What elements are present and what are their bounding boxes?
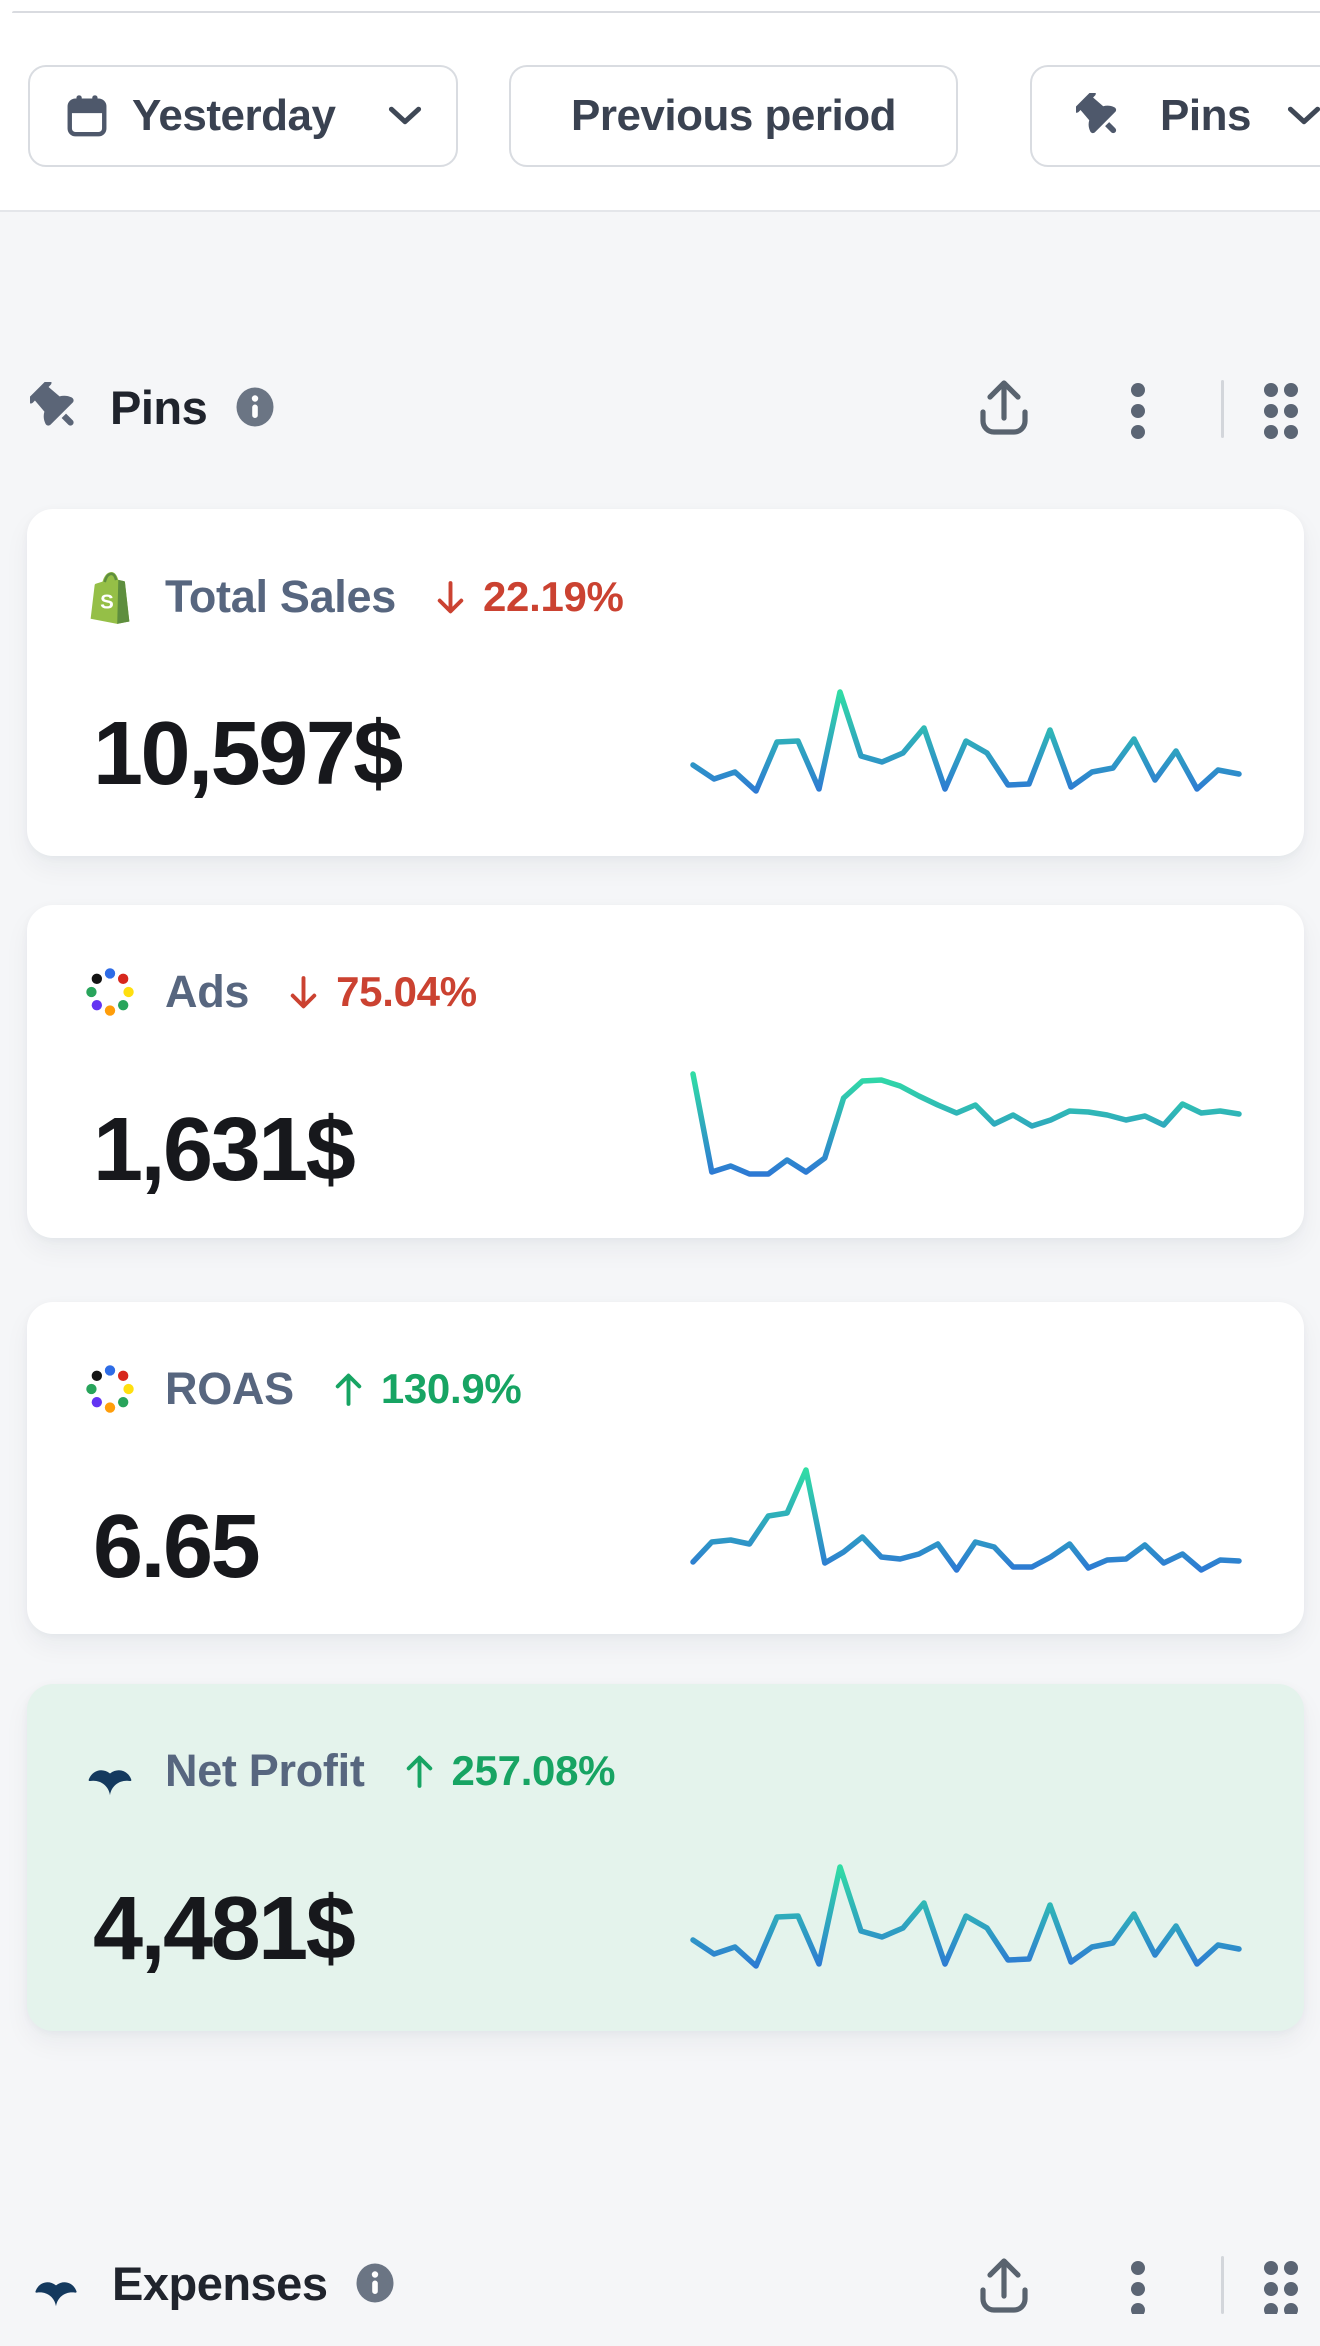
export-icon[interactable] <box>976 2254 1032 2314</box>
metric-label: ROAS <box>165 1363 294 1414</box>
metric-label: Total Sales <box>165 571 396 622</box>
sparkline-chart <box>690 1071 1242 1177</box>
arrow-up-icon <box>332 1371 365 1408</box>
toolbar-divider <box>1221 2256 1224 2314</box>
expenses-export-button[interactable] <box>976 2254 1032 2314</box>
chevron-down-icon <box>1287 105 1320 127</box>
whale-tail-icon <box>35 2282 77 2307</box>
filter-toolbar: Yesterday Previous period Pins <box>0 0 1320 212</box>
top-hairline <box>12 11 1320 13</box>
pins-section-title: Pins <box>110 380 208 434</box>
pins-info-button[interactable] <box>235 387 275 427</box>
metric-delta: 22.19% <box>434 573 624 621</box>
expenses-menu-button[interactable] <box>1130 2260 1146 2314</box>
expenses-info-button[interactable] <box>355 2263 395 2303</box>
metric-card[interactable]: S Total Sales 22.19% 10,597$ <box>27 509 1304 856</box>
info-icon[interactable] <box>355 2263 395 2303</box>
arrow-up-icon <box>403 1753 436 1790</box>
metric-value: 10,597$ <box>93 704 403 804</box>
compare-period-label: Previous period <box>570 91 897 140</box>
metric-card-header: Net Profit 257.08% <box>81 1744 616 1798</box>
metric-delta-percent: 22.19% <box>482 573 624 620</box>
metric-delta-percent: 257.08% <box>451 1747 616 1794</box>
pin-icon <box>1076 93 1117 134</box>
metric-label: Net Profit <box>165 1745 365 1796</box>
chevron-down-icon <box>388 105 422 127</box>
metric-card[interactable]: Net Profit 257.08% 4,481$ <box>27 1684 1304 2031</box>
metric-card-header: Ads 75.04% <box>81 965 477 1019</box>
whale-tail-icon <box>88 1770 132 1796</box>
metric-value: 4,481$ <box>93 1879 356 1979</box>
metric-value: 1,631$ <box>93 1100 356 1200</box>
calendar-icon <box>64 93 110 139</box>
expenses-section-title: Expenses <box>112 2256 328 2310</box>
pins-menu-button[interactable] <box>1130 382 1146 440</box>
metric-card[interactable]: Ads 75.04% 1,631$ <box>27 905 1304 1238</box>
metric-card-header: ROAS 130.9% <box>81 1362 522 1416</box>
pin-icon <box>30 382 74 426</box>
expenses-drag-handle[interactable] <box>1263 2260 1299 2314</box>
compare-period-button[interactable]: Previous period <box>509 65 958 167</box>
date-range-label: Yesterday <box>132 91 336 140</box>
svg-text:S: S <box>100 592 114 614</box>
metric-delta: 257.08% <box>403 1747 616 1795</box>
metric-delta-percent: 130.9% <box>380 1365 522 1412</box>
metric-value: 6.65 <box>93 1497 261 1597</box>
arrow-down-icon <box>287 974 320 1011</box>
arrow-down-icon <box>434 579 467 616</box>
pins-section-header: Pins <box>30 374 275 440</box>
metric-delta: 130.9% <box>332 1365 522 1413</box>
date-range-button[interactable]: Yesterday <box>28 65 458 167</box>
drag-grid-icon[interactable] <box>1263 382 1299 440</box>
metric-card[interactable]: ROAS 130.9% 6.65 <box>27 1302 1304 1634</box>
pins-drag-handle[interactable] <box>1263 382 1299 440</box>
drag-grid-icon[interactable] <box>1263 2260 1299 2314</box>
kebab-menu-icon[interactable] <box>1130 382 1146 440</box>
metrics-dropdown-label: Pins <box>1160 91 1251 140</box>
sparkline-chart <box>690 1864 1242 1969</box>
toolbar-divider <box>1221 380 1224 438</box>
metric-delta-percent: 75.04% <box>336 968 477 1015</box>
ad-platforms-dots-icon <box>86 1365 134 1413</box>
sparkline-chart <box>690 689 1242 794</box>
metric-card-header: S Total Sales 22.19% <box>81 569 624 625</box>
info-icon[interactable] <box>235 387 275 427</box>
export-icon[interactable] <box>976 376 1032 440</box>
kebab-menu-icon[interactable] <box>1130 2260 1146 2314</box>
expenses-section-header: Expenses <box>30 2252 395 2314</box>
ad-platforms-dots-icon <box>86 968 134 1016</box>
shopify-icon: S <box>90 572 130 624</box>
expenses-section: Expenses <box>0 2244 1320 2314</box>
metric-label: Ads <box>165 966 250 1017</box>
sparkline-chart <box>690 1467 1242 1573</box>
metrics-dropdown-button[interactable]: Pins <box>1030 65 1320 167</box>
metric-delta: 75.04% <box>287 968 477 1016</box>
pins-export-button[interactable] <box>976 376 1032 440</box>
